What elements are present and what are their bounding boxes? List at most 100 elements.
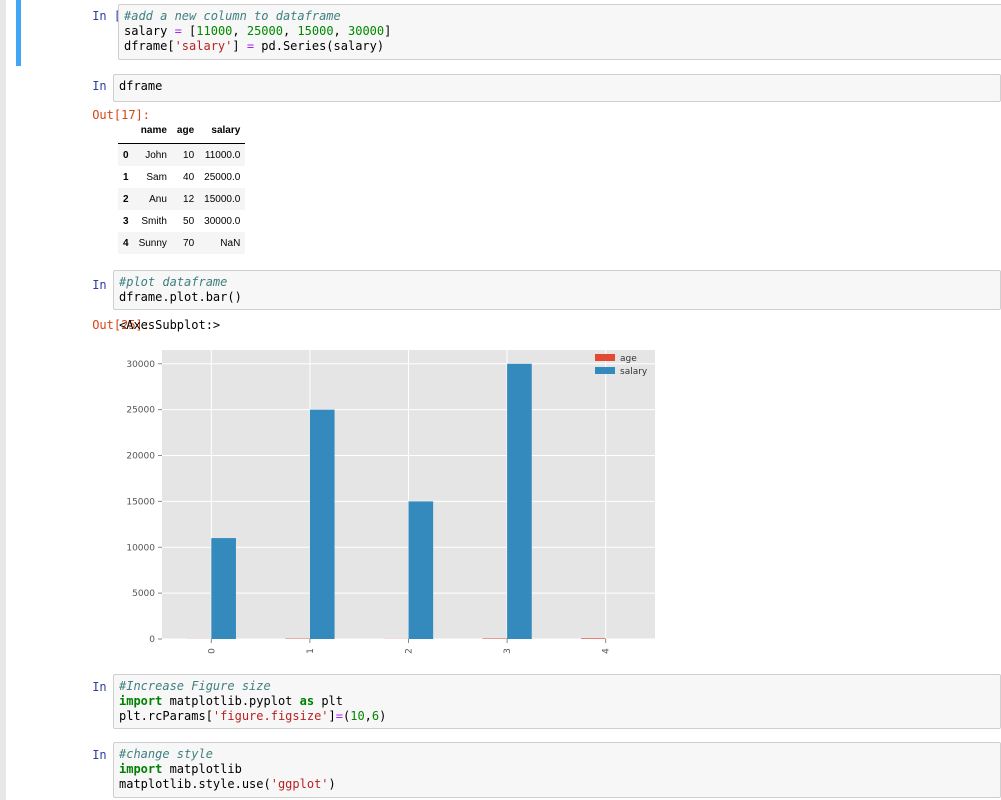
table-cell: 40 — [183, 171, 195, 183]
table-body: 0 John 10 11000.0 1 Sam 40 25000.0 2 Anu 12 15000.0… — [118, 143, 246, 254]
code-editor[interactable]: #change style import matplotlib matplotlib… — [113, 742, 1001, 798]
code-token: ( — [342, 709, 351, 723]
code-token: dframe.plot.bar() — [119, 290, 242, 304]
code-line: dframe — [119, 79, 995, 94]
code-token: = — [174, 24, 182, 38]
bars — [186, 363, 606, 639]
code-token: plt — [314, 694, 343, 708]
code-token: , — [364, 709, 372, 723]
code-editor[interactable]: #add a new column to dataframe salary = [… — [118, 4, 1001, 60]
row-index: 3 — [123, 215, 129, 227]
legend-label: age — [620, 354, 637, 364]
code-token: = — [246, 39, 255, 53]
legend-swatch-salary — [595, 367, 615, 374]
y-tick-label: 0 — [149, 635, 155, 645]
legend-swatch-age — [595, 354, 615, 361]
table-row: 0 John 10 11000.0 — [118, 143, 246, 166]
code-editor[interactable]: #plot dataframe dframe.plot.bar() — [113, 270, 1001, 310]
table-cell: 10 — [183, 149, 195, 161]
column-header — [118, 118, 134, 144]
code-line: salary = [11000, 25000, 15000, 30000] — [124, 24, 1000, 39]
code-token: 11000 — [196, 24, 233, 38]
code-token: , — [232, 24, 247, 38]
table-cell: Sunny — [138, 237, 167, 249]
row-index: 4 — [123, 237, 129, 249]
code-line: dframe.plot.bar() — [119, 290, 995, 305]
code-cell-25[interactable]: In [25]: #plot dataframedframe.plot.bar(… — [16, 266, 1001, 666]
y-tick-label: 20000 — [126, 452, 155, 462]
code-token: ) — [328, 777, 336, 791]
code-line: dframe['salary'] = pd.Series(salary) — [124, 39, 1000, 54]
code-line: #add a new column to dataframe — [124, 9, 1000, 24]
code-token: [ — [181, 24, 197, 38]
table-cell: NaN — [220, 237, 241, 249]
table-cell: 30000.0 — [204, 215, 241, 227]
legend-label: salary — [620, 367, 648, 377]
code-token: 'salary' — [174, 39, 233, 53]
table-cell: 25000.0 — [204, 171, 241, 183]
code-token: matplotlib.style.use( — [119, 777, 271, 791]
code-token: ] — [328, 709, 336, 723]
y-tick-label: 5000 — [132, 589, 155, 599]
x-tick-label: 2 — [405, 648, 415, 654]
y-tick-label: 30000 — [126, 360, 155, 370]
x-axis-ticks: 0 1 2 3 4 — [207, 639, 612, 654]
table-cell: 70 — [183, 237, 195, 249]
table-header-row: name age salary — [118, 118, 246, 144]
code-line: #plot dataframe — [119, 275, 995, 290]
table-row: 4 Sunny 70 NaN — [118, 232, 246, 254]
code-line: #change style — [119, 747, 995, 762]
column-header: name — [133, 118, 172, 144]
x-tick-label: 3 — [503, 648, 513, 654]
code-line: import matplotlib.pyplot as plt — [119, 694, 995, 709]
table-cell: Smith — [141, 215, 167, 227]
y-tick-label: 10000 — [126, 543, 155, 553]
row-index: 0 — [123, 149, 129, 161]
column-header: age — [171, 118, 200, 144]
code-line: plt.rcParams['figure.figsize']=(10,6) — [119, 709, 995, 724]
notebook-left-margin — [0, 0, 6, 800]
table-cell: Sam — [146, 171, 167, 183]
code-cell-16[interactable]: In [16]: #add a new column to dataframes… — [16, 0, 1001, 66]
code-token: 6 — [371, 709, 380, 723]
code-token: dframe — [119, 79, 163, 93]
code-token: = — [335, 709, 343, 723]
column-header: salary — [199, 118, 246, 144]
code-token: #add a new column to dataframe — [124, 9, 341, 23]
bar-salary-0 — [211, 538, 236, 639]
dataframe-table: name age salary 0 John 10 11000.0 1 Sam 40 25000.… — [118, 118, 246, 254]
bar-salary-1 — [309, 409, 335, 639]
table-cell: 12 — [183, 193, 195, 205]
bar-chart: 0 5000 10000 15000 20000 25000 30000 0 1 2 3 4 age… — [126, 350, 655, 654]
table-cell: 50 — [183, 215, 195, 227]
code-editor[interactable]: dframe — [113, 74, 1001, 102]
table-cell: 11000.0 — [204, 149, 241, 161]
row-index: 1 — [123, 171, 129, 183]
table-row: 1 Sam 40 25000.0 — [118, 166, 245, 188]
code-line: import matplotlib — [119, 762, 995, 777]
code-token: #change style — [119, 747, 213, 761]
code-editor[interactable]: #Increase Figure size import matplotlib.p… — [113, 674, 1001, 729]
bar-salary-3 — [507, 363, 532, 639]
row-index: 2 — [123, 193, 129, 205]
code-token: 'ggplot' — [270, 777, 329, 791]
table-cell: 15000.0 — [204, 193, 241, 205]
code-token: #Increase Figure size — [119, 679, 271, 693]
bar-age-4 — [581, 638, 606, 639]
table-row: 3 Smith 50 30000.0 — [118, 210, 245, 232]
code-token: import — [119, 762, 163, 776]
code-token: pd.Series(salary) — [254, 39, 385, 53]
code-token: ] — [384, 24, 392, 38]
code-token: import — [119, 694, 163, 708]
code-token: #plot dataframe — [119, 275, 228, 289]
code-token: 'figure.figsize' — [212, 709, 329, 723]
code-token: 15000 — [297, 24, 334, 38]
code-token: matplotlib — [162, 762, 242, 776]
code-token: dframe[ — [124, 39, 175, 53]
code-line: matplotlib.style.use('ggplot') — [119, 777, 995, 792]
code-token: plt.rcParams[ — [119, 709, 213, 723]
y-axis-ticks: 0 5000 10000 15000 20000 25000 30000 — [126, 360, 162, 645]
